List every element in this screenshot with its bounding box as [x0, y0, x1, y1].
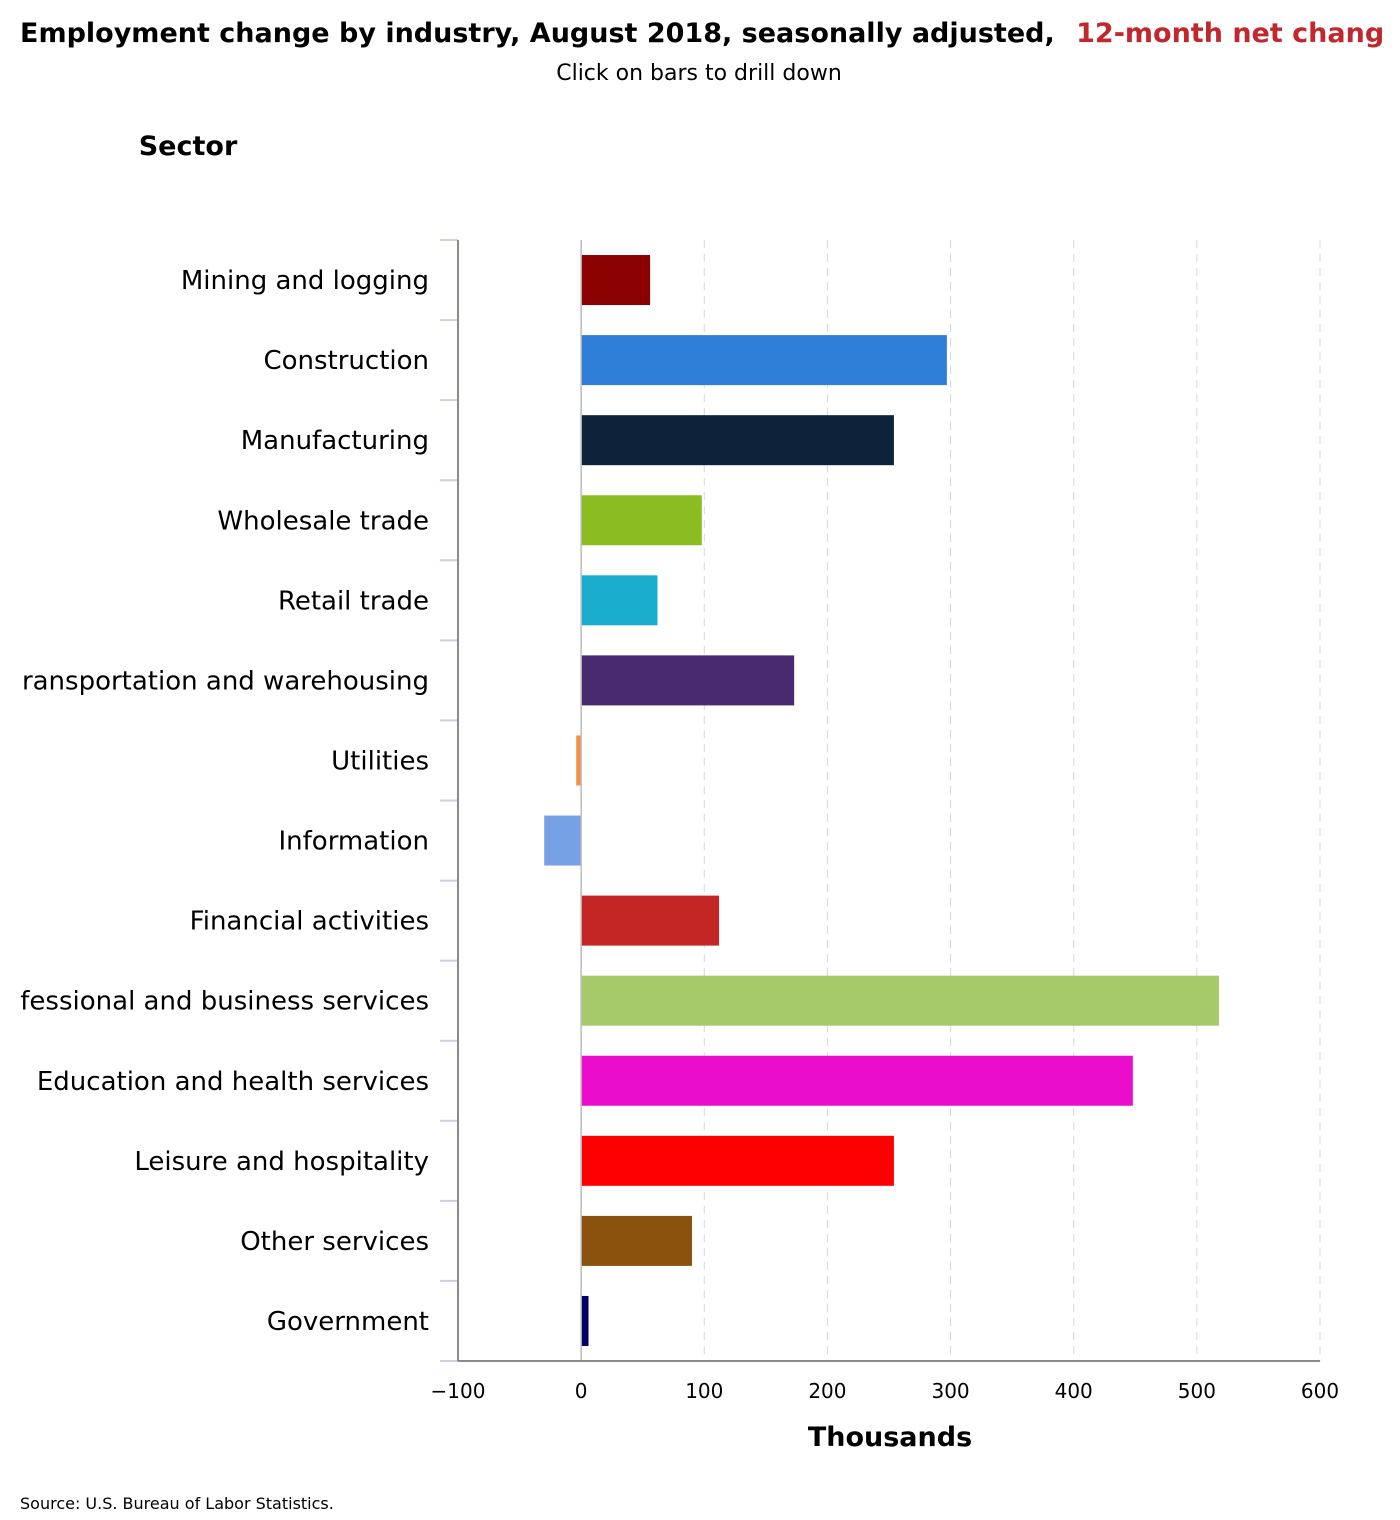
bar[interactable]: [576, 735, 582, 786]
x-tick-label: 400: [1055, 1379, 1093, 1403]
category-label: Wholesale trade: [217, 506, 429, 536]
axes: [440, 239, 1320, 1362]
category-label: Retail trade: [278, 586, 429, 616]
category-label: Education and health services: [37, 1067, 429, 1097]
bar[interactable]: [581, 1135, 894, 1186]
category-label: Construction: [263, 346, 429, 376]
category-label: Leisure and hospitality: [134, 1147, 429, 1177]
x-tick-label: 600: [1301, 1379, 1339, 1403]
category-label: Information: [278, 827, 429, 857]
chart-title-accent: 12-month net chang: [1076, 18, 1384, 49]
grid-lines: [703, 240, 1321, 1361]
category-axis-title: Sector: [139, 131, 238, 162]
x-tick-label: −100: [431, 1379, 486, 1403]
bar[interactable]: [581, 1055, 1133, 1106]
category-label: Government: [267, 1307, 429, 1337]
category-label: ransportation and warehousing: [22, 666, 429, 696]
category-label: fessional and business services: [20, 987, 429, 1017]
bar[interactable]: [544, 815, 582, 866]
category-label: Mining and logging: [181, 266, 429, 296]
chart-subtitle: Click on bars to drill down: [556, 61, 842, 86]
x-tick-label: 0: [575, 1379, 588, 1403]
x-tick-label: 500: [1178, 1379, 1216, 1403]
chart-title: Employment change by industry, August 20…: [20, 18, 1384, 49]
x-tick-label: 200: [808, 1379, 846, 1403]
category-label: Utilities: [331, 746, 429, 776]
category-label: Other services: [240, 1227, 429, 1257]
category-label: Financial activities: [190, 907, 429, 937]
x-tick-label: 300: [931, 1379, 969, 1403]
bar[interactable]: [581, 575, 658, 626]
bar[interactable]: [581, 415, 894, 466]
bar[interactable]: [581, 335, 947, 386]
bar[interactable]: [581, 895, 720, 946]
bar[interactable]: [581, 495, 702, 546]
x-tick-label: 100: [685, 1379, 723, 1403]
bar[interactable]: [581, 655, 795, 706]
category-labels: Mining and logging Construction Manufactur…: [20, 266, 429, 1337]
bar[interactable]: [581, 1295, 589, 1346]
category-label: Manufacturing: [241, 426, 429, 456]
bar[interactable]: [581, 255, 651, 306]
chart-title-main: Employment change by industry, August 20…: [20, 18, 1055, 49]
bar[interactable]: [581, 1215, 692, 1266]
x-tick-labels: −100 0 100 200 300 400 500 600: [431, 1379, 1340, 1403]
source-note: Source: U.S. Bureau of Labor Statistics.: [20, 1494, 334, 1513]
bars: [544, 255, 1220, 1346]
bar[interactable]: [581, 975, 1220, 1026]
x-axis-title: Thousands: [808, 1422, 972, 1453]
